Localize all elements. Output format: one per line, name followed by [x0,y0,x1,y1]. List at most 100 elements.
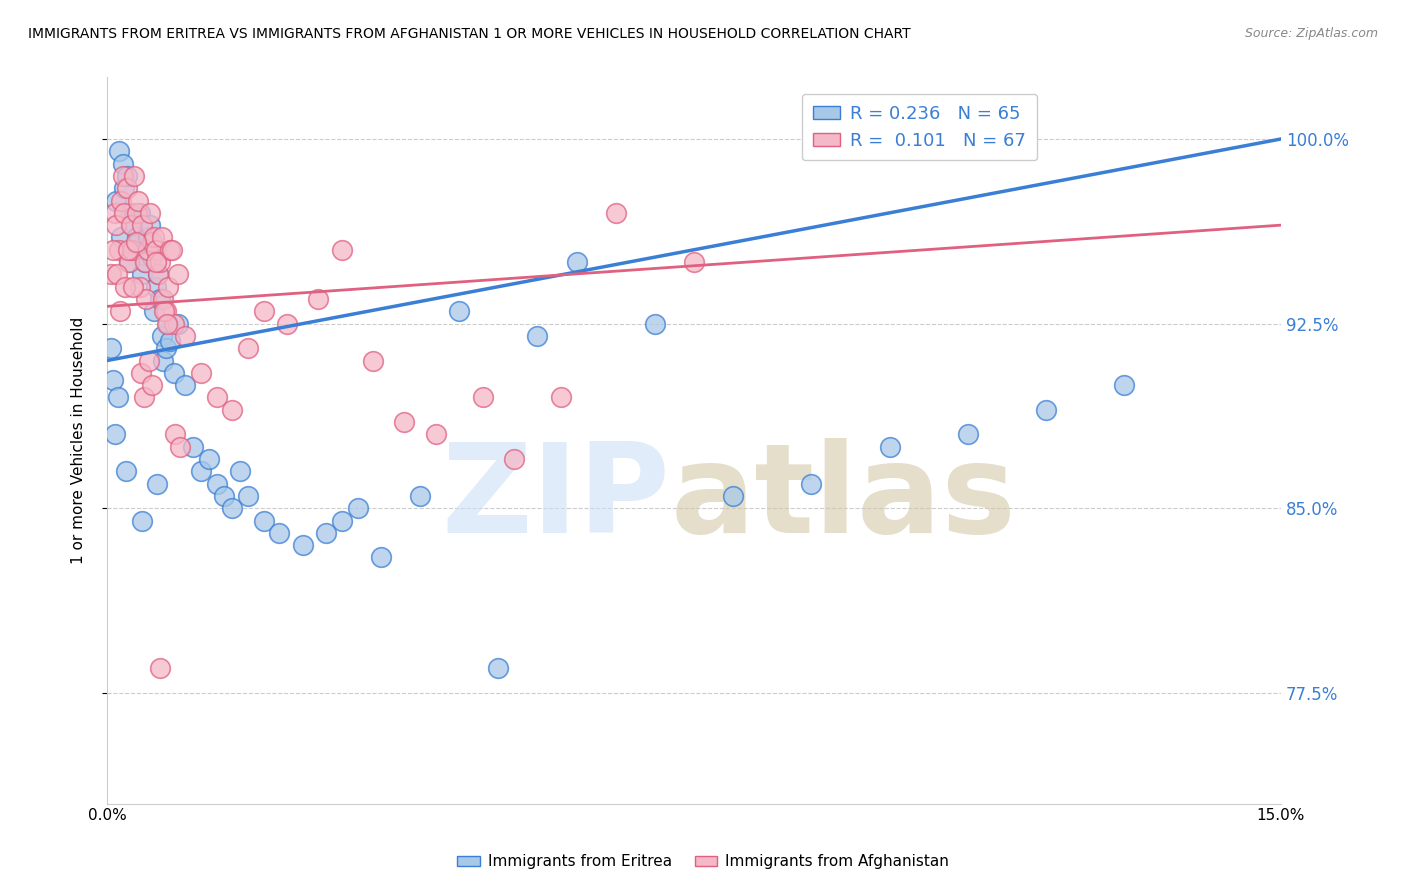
Point [166,268,188,282]
Point [131,268,153,282]
Point [252,304,274,318]
Point [124,169,146,183]
Point [114,279,136,293]
Point [125,206,148,220]
Point [125,235,148,250]
Point [120,206,142,220]
Point [236,341,259,355]
Point [117,243,139,257]
Point [121,218,143,232]
Point [605,206,627,220]
Point [100,268,122,282]
Point [146,268,169,282]
Point [111,169,134,183]
Point [425,427,447,442]
Point [129,206,152,220]
Point [129,279,152,293]
Point [112,181,135,195]
Point [104,206,127,220]
Point [159,334,181,348]
Point [156,317,179,331]
Point [165,427,187,442]
Point [330,243,353,257]
Legend: R = 0.236   N = 65, R =  0.101   N = 67: R = 0.236 N = 65, R = 0.101 N = 67 [801,94,1038,161]
Text: IMMIGRANTS FROM ERITREA VS IMMIGRANTS FROM AFGHANISTAN 1 OR MORE VEHICLES IN HOU: IMMIGRANTS FROM ERITREA VS IMMIGRANTS FR… [28,27,911,41]
Point [127,235,149,250]
Point [252,514,274,528]
Point [141,250,163,264]
Point [124,243,146,257]
Text: atlas: atlas [671,438,1017,559]
Point [1114,378,1136,392]
Point [162,366,184,380]
Point [103,373,125,387]
Point [346,501,368,516]
Point [148,661,170,675]
Point [683,255,706,269]
Point [565,255,588,269]
Point [1035,402,1057,417]
Point [108,145,131,159]
Point [135,292,157,306]
Point [138,353,160,368]
Point [134,255,156,269]
Point [157,279,180,293]
Point [486,661,509,675]
Point [214,489,236,503]
Point [110,304,132,318]
Point [139,206,162,220]
Point [108,243,131,257]
Point [135,243,157,257]
Point [145,243,167,257]
Point [449,304,471,318]
Point [134,255,156,269]
Point [198,452,221,467]
Point [100,341,122,355]
Point [221,501,243,516]
Point [143,230,166,244]
Point [471,391,494,405]
Point [115,181,138,195]
Point [550,391,572,405]
Point [112,206,135,220]
Text: Source: ZipAtlas.com: Source: ZipAtlas.com [1244,27,1378,40]
Point [800,476,823,491]
Text: ZIP: ZIP [441,438,671,559]
Point [174,378,197,392]
Point [221,402,243,417]
Point [150,329,173,343]
Point [141,378,163,392]
Point [174,329,197,343]
Point [115,169,138,183]
Point [315,525,337,540]
Point [149,255,172,269]
Point [118,255,141,269]
Point [152,292,174,306]
Point [307,292,329,306]
Legend: Immigrants from Eritrea, Immigrants from Afghanistan: Immigrants from Eritrea, Immigrants from… [451,848,955,875]
Point [121,243,143,257]
Point [236,489,259,503]
Point [181,440,204,454]
Point [526,329,548,343]
Point [149,292,172,306]
Point [205,476,228,491]
Point [105,268,128,282]
Point [125,230,148,244]
Point [162,317,184,331]
Point [409,489,432,503]
Point [143,304,166,318]
Y-axis label: 1 or more Vehicles in Household: 1 or more Vehicles in Household [72,317,86,564]
Point [146,268,169,282]
Point [146,476,169,491]
Point [145,279,167,293]
Point [644,317,666,331]
Point [115,464,138,478]
Point [132,391,155,405]
Point [131,218,153,232]
Point [190,366,212,380]
Point [105,218,128,232]
Point [169,440,191,454]
Point [160,243,183,257]
Point [141,235,163,250]
